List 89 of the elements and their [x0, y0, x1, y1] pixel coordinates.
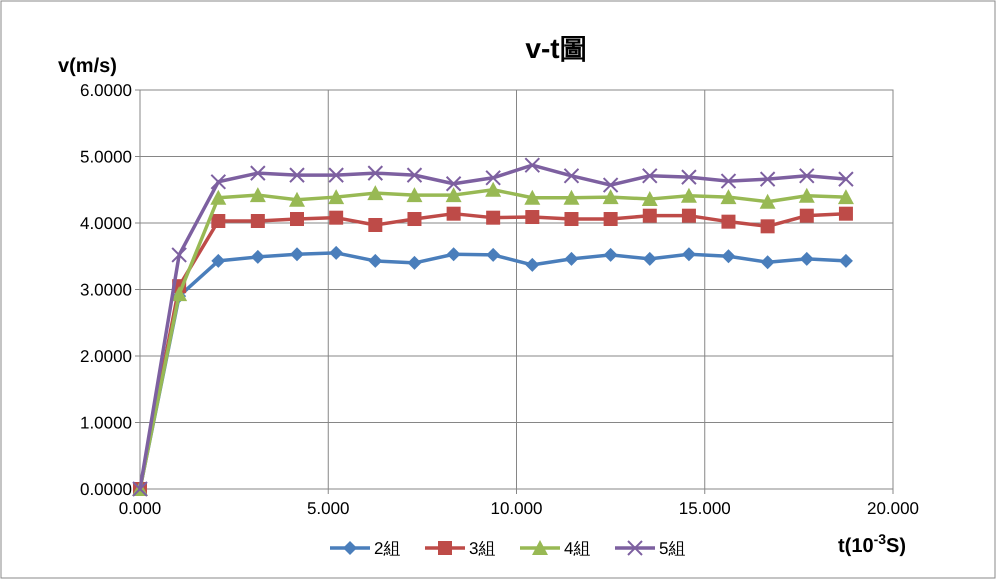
y-tick-label: 4.0000 [80, 214, 132, 233]
point [564, 252, 578, 266]
point [485, 182, 502, 197]
point [446, 206, 461, 221]
point [642, 208, 657, 223]
point [329, 246, 344, 260]
point [329, 210, 344, 225]
legend-label: 2組 [374, 539, 400, 558]
y-tick-label: 0.0000 [80, 480, 132, 499]
point [642, 168, 658, 184]
point [524, 190, 540, 205]
point [407, 212, 422, 226]
point [602, 189, 619, 204]
point [798, 188, 815, 203]
point [250, 165, 266, 182]
point [211, 214, 226, 228]
point [367, 185, 384, 200]
point [760, 171, 776, 188]
point [250, 250, 265, 264]
point [838, 254, 853, 268]
y-axis-title: v(m/s) [58, 55, 117, 77]
point [720, 173, 736, 190]
point [642, 252, 657, 266]
point [446, 176, 462, 192]
point [446, 187, 462, 202]
point [682, 208, 696, 223]
point [210, 190, 226, 205]
y-tick-label: 2.0000 [80, 347, 132, 366]
point [486, 248, 500, 262]
x-tick-label: 0.000 [118, 499, 162, 518]
point [680, 169, 697, 186]
point [406, 167, 422, 184]
point [289, 192, 305, 207]
point [800, 252, 814, 266]
point [210, 174, 226, 190]
point [524, 157, 540, 174]
point [289, 167, 305, 184]
point [721, 249, 736, 264]
point [642, 191, 658, 206]
point [328, 167, 344, 184]
y-tick-label: 3.0000 [80, 280, 132, 300]
point [563, 168, 580, 184]
point [525, 210, 540, 224]
point [211, 254, 226, 268]
legend-label: 5組 [659, 539, 686, 558]
point [838, 206, 853, 221]
point [602, 177, 619, 194]
point [760, 219, 775, 234]
point [760, 255, 775, 270]
point [720, 189, 736, 204]
point [721, 214, 736, 229]
x-tick-label: 15.000 [678, 499, 731, 518]
point [406, 187, 422, 202]
y-tick-label: 5.0000 [80, 148, 132, 166]
x-tick-label: 20.000 [867, 499, 919, 518]
point [368, 218, 382, 232]
point [407, 256, 422, 270]
point [485, 170, 502, 186]
point [368, 254, 382, 268]
point [525, 258, 540, 272]
point [798, 168, 815, 184]
point [250, 214, 265, 228]
point [800, 208, 814, 223]
point [760, 194, 776, 209]
point [171, 246, 188, 263]
point [446, 247, 461, 262]
x-tick-label: 5.000 [306, 499, 350, 518]
y-tick-label: 6.0000 [80, 81, 132, 100]
point [563, 190, 580, 205]
chart-title: v-t圖 [525, 33, 588, 64]
x-tick-label: 10.000 [490, 499, 542, 518]
point [171, 286, 188, 302]
point [838, 171, 854, 188]
point [486, 210, 500, 225]
point [604, 248, 618, 262]
legend-label: 3組 [469, 539, 496, 558]
point [682, 247, 696, 262]
point [328, 189, 344, 204]
y-tick-label: 1.0000 [80, 414, 132, 432]
point [290, 247, 304, 262]
point [604, 212, 618, 226]
legend-label: 4組 [564, 539, 590, 558]
point [564, 212, 578, 226]
point [250, 187, 266, 202]
point [838, 189, 854, 204]
point [367, 165, 384, 182]
x-axis-title: t(10$^{-3}$S) [838, 531, 906, 557]
point [680, 188, 697, 203]
point [290, 212, 304, 226]
